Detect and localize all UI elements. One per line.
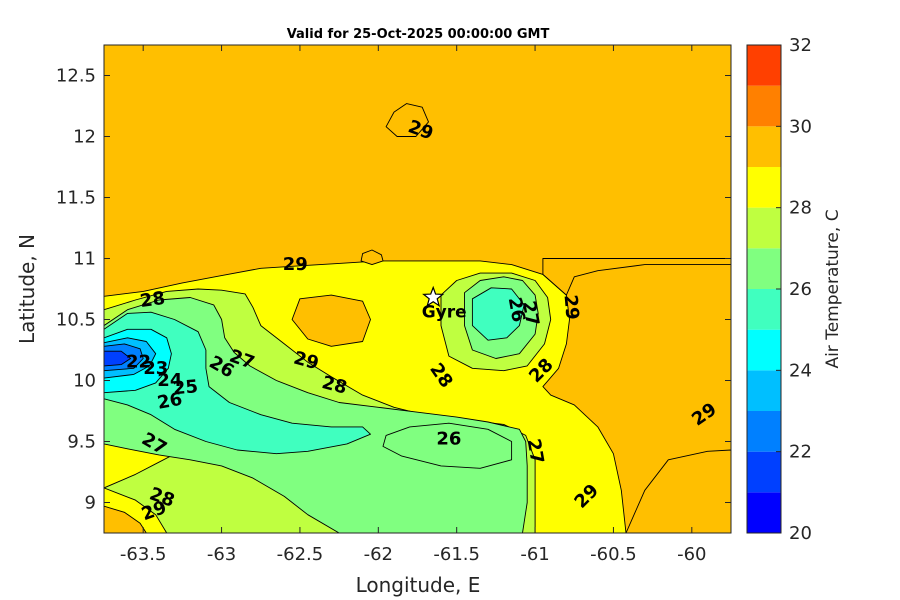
contour-region-25-15 <box>471 287 525 341</box>
y-tick-label: 10.5 <box>56 310 96 331</box>
colorbar-swatch-29 <box>747 126 781 167</box>
contour-region-29-12 <box>625 449 731 533</box>
contour-region-26-2 <box>104 297 528 533</box>
x-tick-label: -61 <box>520 544 549 565</box>
contour-label-2: 28 <box>139 288 167 312</box>
colorbar-tick-label: 24 <box>789 360 812 381</box>
colorbar-swatch-25 <box>747 289 781 330</box>
y-tick-label: 10 <box>73 371 96 392</box>
colorbar-swatch-21 <box>747 451 781 493</box>
y-tick-label: 12.5 <box>56 66 96 87</box>
contour-region-26-16 <box>382 422 513 469</box>
contour-label-4: 26 <box>504 296 529 324</box>
contour-label-1: 29 <box>283 254 308 275</box>
colorbar-ticks: 20 22 24 26 28 30 32 <box>776 35 812 544</box>
y-tick-label: 11.5 <box>56 188 96 209</box>
x-tick-label: -63 <box>207 544 236 565</box>
colorbar-swatch-30 <box>747 85 781 127</box>
x-tick-label: -62 <box>364 544 393 565</box>
y-axis-ticks: 9 9.5 10 10.5 11 11.5 12 12.5 <box>56 66 731 514</box>
contour-label-17: 26 <box>436 429 461 450</box>
colorbar-swatch-27 <box>747 207 781 249</box>
y-tick-label: 9.5 <box>67 432 96 453</box>
y-axis-label: Latitude, N <box>15 234 39 344</box>
contour-label-12: 22 <box>126 352 151 373</box>
colorbar-swatch-20 <box>747 492 781 533</box>
contour-label-5: 27 <box>518 299 543 327</box>
colorbar-tick-label: 32 <box>789 35 812 56</box>
plot-frame <box>103 44 732 534</box>
contour-region-29-10 <box>385 103 429 137</box>
colorbar-swatch-31 <box>747 45 781 86</box>
colorbar-swatch-26 <box>747 248 781 289</box>
chart-title: Valid for 25-Oct-2025 00:00:00 GMT <box>287 27 550 42</box>
contour-region-29-9 <box>360 249 384 266</box>
gyre-star-icon <box>422 285 445 307</box>
colorbar-label: Air Temperature, C <box>823 209 843 368</box>
colorbar-swatch-22 <box>747 411 781 452</box>
contour-label-19: 27 <box>523 437 548 465</box>
colorbar-tick-label: 26 <box>789 279 812 300</box>
x-tick-label: -60 <box>677 544 706 565</box>
y-tick-label: 12 <box>73 127 96 148</box>
colorbar-swatch-24 <box>747 329 781 371</box>
gyre-marker: Gyre <box>422 285 467 323</box>
contour-label-3: 29 <box>560 294 583 321</box>
contour-region-29-8 <box>291 294 371 347</box>
contour-label-16: 26 <box>156 389 184 414</box>
contour-region-21-7 <box>104 350 132 367</box>
x-tick-label: -61.5 <box>433 544 480 565</box>
colorbar-swatch-23 <box>747 370 781 411</box>
contour-region-29-11 <box>542 258 731 296</box>
contour-regions <box>104 103 731 533</box>
colorbar-tick-label: 20 <box>789 523 812 544</box>
x-tick-label: -62.5 <box>277 544 324 565</box>
colorbar <box>746 44 782 534</box>
contour-label-15: 25 <box>172 376 199 399</box>
x-axis-ticks: -63.5 -63 -62.5 -62 -61.5 -61 -60.5 -60 <box>120 45 707 565</box>
contour-region-25-3 <box>104 311 371 455</box>
colorbar-swatch-28 <box>747 167 781 208</box>
contour-label-13: 23 <box>143 358 168 379</box>
colorbar-tick-label: 22 <box>789 442 812 463</box>
x-axis-label: Longitude, E <box>356 573 481 597</box>
y-tick-label: 11 <box>73 249 96 270</box>
gyre-label: Gyre <box>422 303 467 323</box>
x-tick-label: -60.5 <box>590 544 637 565</box>
x-tick-label: -63.5 <box>120 544 167 565</box>
y-tick-label: 9 <box>85 493 96 514</box>
colorbar-tick-label: 28 <box>789 198 812 219</box>
contour-label-14: 24 <box>157 370 182 391</box>
colorbar-tick-label: 30 <box>789 116 812 137</box>
